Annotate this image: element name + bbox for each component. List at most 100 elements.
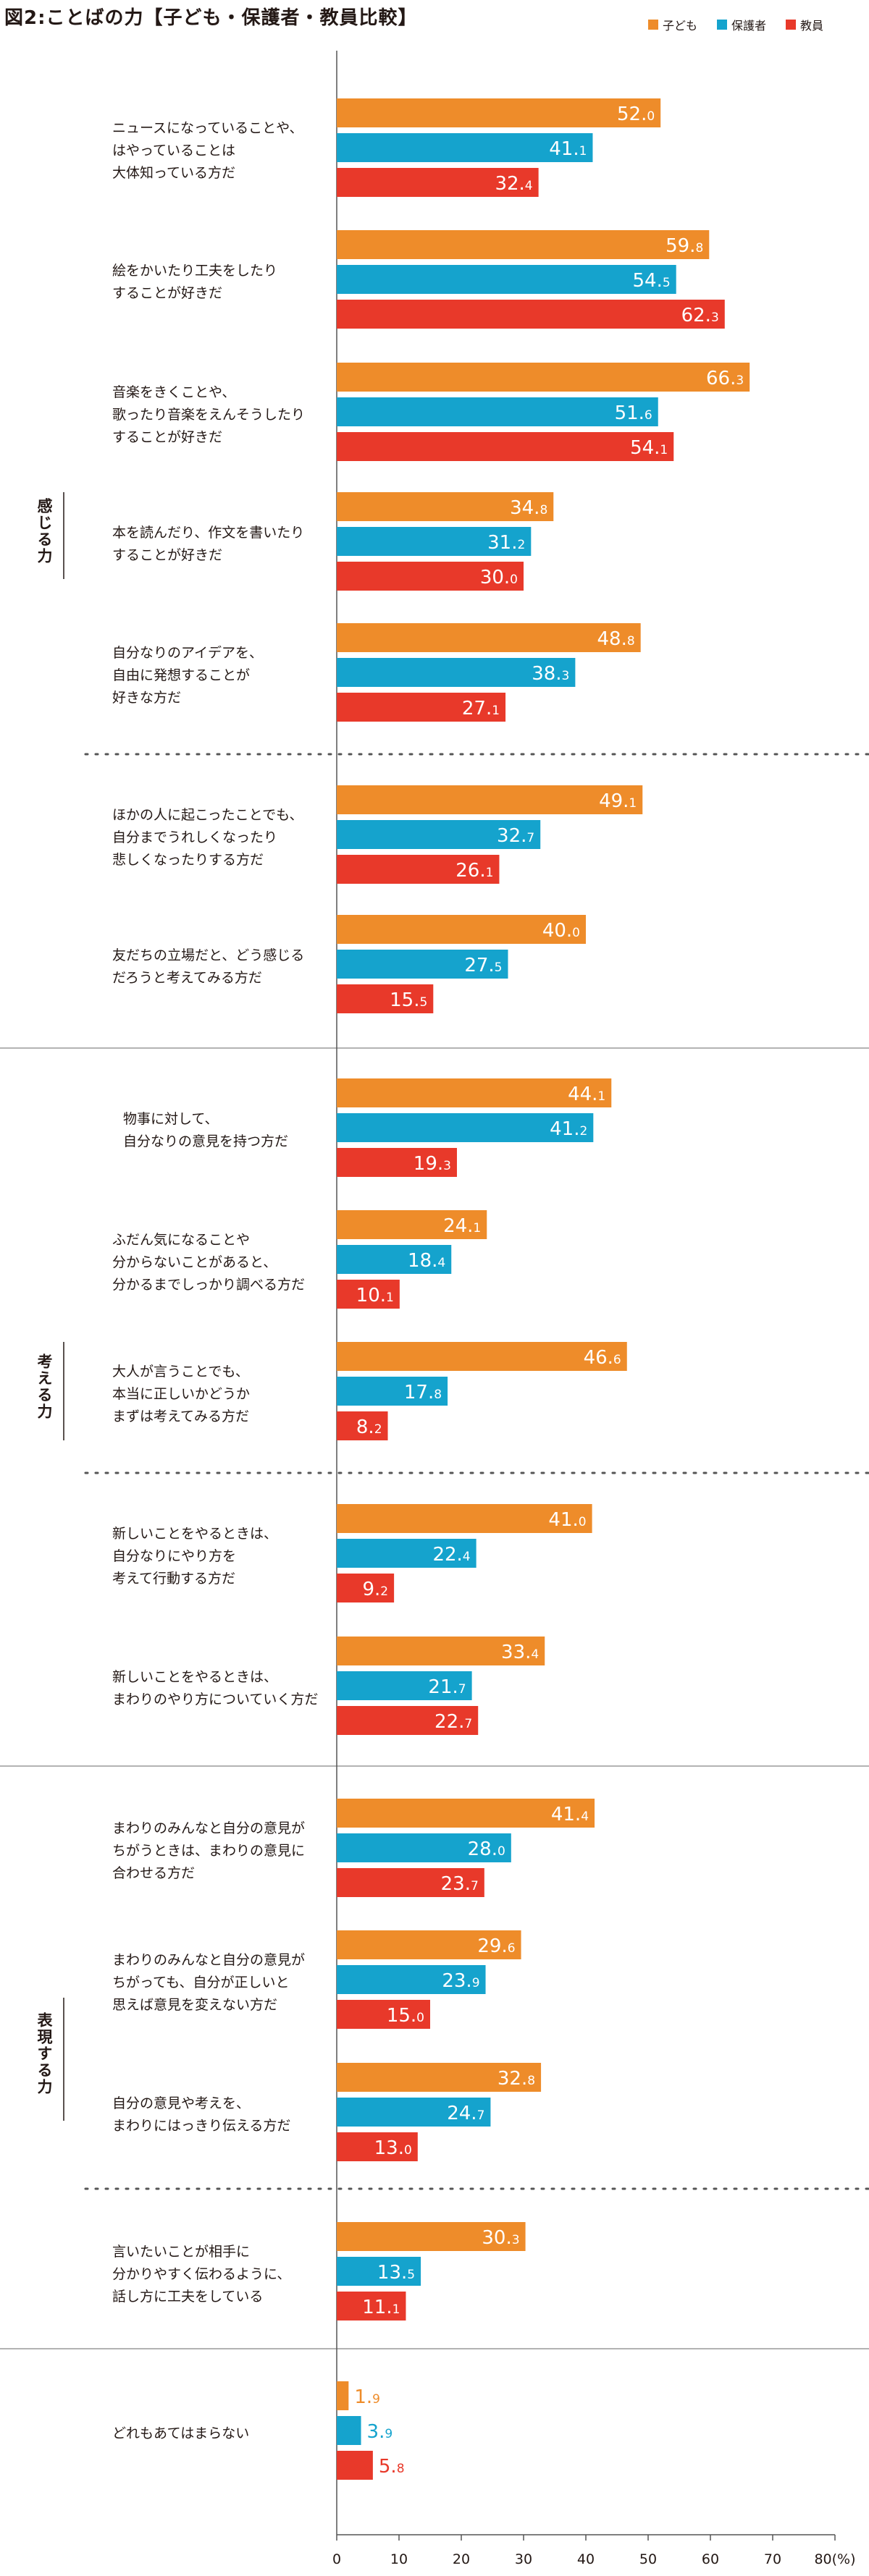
legend-swatch-teacher bbox=[786, 20, 796, 30]
x-tick-label: 60 bbox=[702, 2551, 719, 2567]
x-tick-label: 20 bbox=[453, 2551, 470, 2567]
bar-value-label: 40.0 bbox=[542, 920, 580, 942]
bar-value-label: 1.9 bbox=[354, 2386, 380, 2408]
bar-value-label: 9.2 bbox=[362, 1579, 388, 1600]
bar bbox=[337, 1965, 486, 1994]
bar bbox=[337, 984, 434, 1013]
bar-value-label: 52.0 bbox=[617, 104, 655, 125]
group-label: 考える力 bbox=[35, 1354, 53, 1420]
bar bbox=[337, 1671, 472, 1700]
legend-label-parent: 保護者 bbox=[731, 19, 767, 33]
bar-value-label: 28.0 bbox=[468, 1838, 505, 1860]
bar bbox=[337, 2381, 349, 2410]
bar-value-label: 32.7 bbox=[497, 825, 534, 847]
x-tick-label: 0 bbox=[332, 2551, 341, 2567]
bar-value-label: 32.8 bbox=[498, 2068, 535, 2090]
question-label: 物事に対して、 自分なりの意見を持つ方だ bbox=[123, 1111, 289, 1149]
question-label: 音楽をきくことや、 歌ったり音楽をえんそうしたり することが好きだ bbox=[112, 384, 306, 445]
bar bbox=[337, 1377, 448, 1406]
bar-value-label: 18.4 bbox=[408, 1250, 445, 1272]
bar-value-label: 30.3 bbox=[482, 2227, 519, 2249]
question-label: どれもあてはまらない bbox=[112, 2425, 250, 2441]
bar bbox=[337, 492, 554, 521]
bar bbox=[337, 1637, 545, 1665]
question-label: まわりのみんなと自分の意見が ちがうときは、まわりの意見に 合わせる方だ bbox=[112, 1820, 306, 1881]
bar bbox=[337, 1539, 477, 1568]
question-label: 大人が言うことでも、 本当に正しいかどうか まずは考えてみる方だ bbox=[112, 1363, 251, 1424]
bar-value-label: 24.1 bbox=[443, 1215, 481, 1237]
bar-value-label: 48.8 bbox=[597, 628, 634, 650]
bar-value-label: 33.4 bbox=[501, 1642, 539, 1663]
bar-value-label: 54.5 bbox=[633, 270, 671, 292]
bar bbox=[337, 1078, 612, 1107]
bar bbox=[337, 397, 658, 426]
x-tick-label: 10 bbox=[390, 2551, 408, 2567]
bar bbox=[337, 855, 500, 884]
x-tick-label: 40 bbox=[577, 2551, 595, 2567]
question-label: 新しいことをやるときは、 まわりのやり方についていく方だ bbox=[112, 1669, 319, 1707]
bar bbox=[337, 300, 725, 329]
question-label: 新しいことをやるときは、 自分なりにやり方を 考えて行動する方だ bbox=[112, 1525, 278, 1587]
legend-item-child: 子ども bbox=[648, 16, 697, 33]
bar bbox=[337, 820, 541, 849]
bar-value-label: 23.7 bbox=[441, 1873, 479, 1895]
legend-item-parent: 保護者 bbox=[717, 16, 766, 33]
bar-value-label: 3.9 bbox=[367, 2421, 393, 2443]
question-label: 友だちの立場だと、どう感じる だろうと考えてみる方だ bbox=[112, 947, 305, 986]
bar bbox=[337, 1113, 594, 1142]
bar bbox=[337, 168, 539, 197]
bar-value-label: 34.8 bbox=[510, 497, 547, 519]
bar bbox=[337, 1411, 388, 1440]
question-label: ほかの人に起こったことでも、 自分までうれしくなったり 悲しくなったりする方だ bbox=[112, 806, 303, 868]
group-label: 表現する力 bbox=[35, 2012, 53, 2095]
question-label: 絵をかいたり工夫をしたり することが好きだ bbox=[112, 263, 278, 301]
bar-value-label: 15.5 bbox=[390, 989, 427, 1011]
legend-label-teacher: 教員 bbox=[800, 19, 824, 33]
bar bbox=[337, 1706, 479, 1735]
bar-value-label: 5.8 bbox=[379, 2456, 405, 2478]
bar bbox=[337, 98, 661, 127]
question-label: まわりのみんなと自分の意見が ちがっても、自分が正しいと 思えば意見を変えない方… bbox=[112, 1951, 306, 2013]
bar bbox=[337, 1799, 595, 1828]
bar bbox=[337, 2098, 491, 2127]
question-label: ふだん気になることや 分からないことがあると、 分かるまでしっかり調べる方だ bbox=[112, 1231, 306, 1293]
bar-value-label: 66.3 bbox=[706, 368, 744, 389]
bar-value-label: 38.3 bbox=[532, 663, 569, 685]
bar bbox=[337, 1930, 521, 1959]
bar bbox=[337, 432, 674, 461]
bar bbox=[337, 1342, 627, 1371]
bar bbox=[337, 2000, 430, 2029]
bar-value-label: 13.0 bbox=[374, 2137, 412, 2159]
bar-value-label: 44.1 bbox=[568, 1084, 605, 1105]
bar bbox=[337, 1148, 457, 1177]
bar-value-label: 32.4 bbox=[495, 173, 532, 195]
bar-value-label: 41.0 bbox=[548, 1509, 586, 1531]
bar bbox=[337, 133, 593, 162]
bar bbox=[337, 623, 641, 652]
bar bbox=[337, 562, 524, 591]
bar-value-label: 41.1 bbox=[549, 138, 587, 160]
bar bbox=[337, 2222, 526, 2251]
legend-swatch-parent bbox=[717, 20, 727, 30]
bar bbox=[337, 265, 676, 294]
bar-value-label: 41.2 bbox=[550, 1118, 587, 1140]
bar-value-label: 54.1 bbox=[630, 437, 668, 459]
bar bbox=[337, 1280, 400, 1309]
bar bbox=[337, 2416, 361, 2445]
bar bbox=[337, 693, 506, 722]
bar-value-label: 22.4 bbox=[432, 1544, 470, 1566]
bar-value-label: 29.6 bbox=[477, 1935, 515, 1957]
bar-value-label: 13.5 bbox=[377, 2262, 415, 2284]
bar-value-label: 22.7 bbox=[434, 1711, 472, 1733]
bar-value-label: 30.0 bbox=[480, 567, 518, 588]
bar-value-label: 21.7 bbox=[428, 1676, 466, 1698]
bar bbox=[337, 2132, 418, 2161]
legend-item-teacher: 教員 bbox=[786, 16, 823, 33]
bar bbox=[337, 950, 508, 979]
bar bbox=[337, 915, 586, 944]
bar bbox=[337, 1833, 511, 1862]
bar bbox=[337, 1574, 395, 1602]
group-label: 感じる力 bbox=[35, 498, 53, 565]
bar-value-label: 51.6 bbox=[615, 402, 652, 424]
